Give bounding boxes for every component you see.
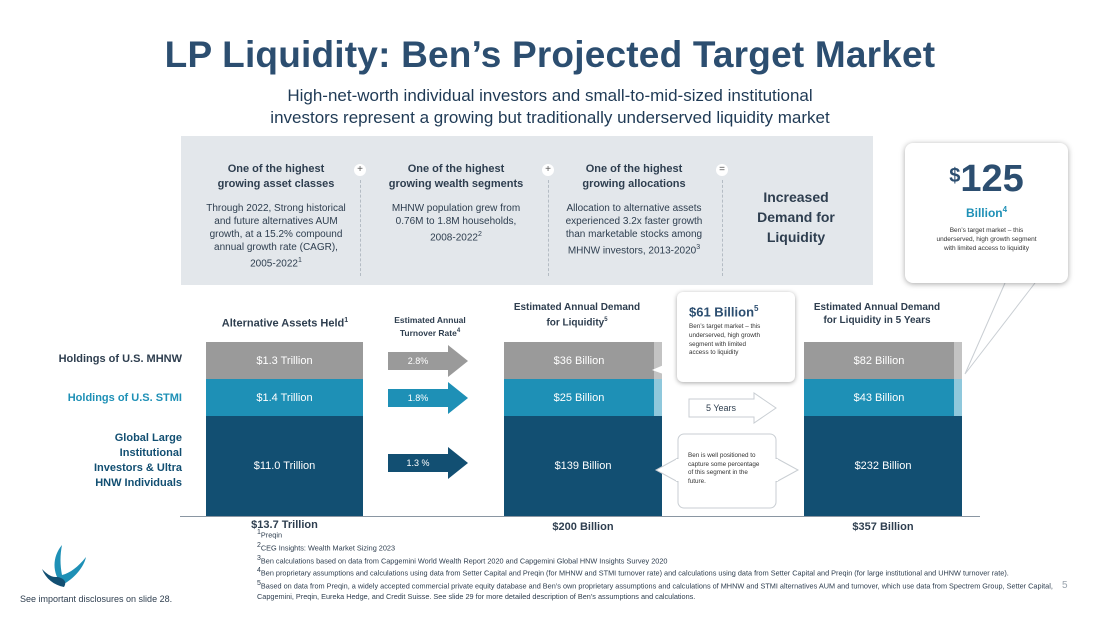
footnotes: 1Preqin 2CEG Insights: Wealth Market Siz… bbox=[257, 528, 1057, 603]
page-title: LP Liquidity: Ben’s Projected Target Mar… bbox=[164, 34, 936, 75]
bar-demand5-mhnw-target bbox=[954, 342, 962, 379]
callout-global-shape bbox=[654, 433, 800, 509]
turnover-mhnw: 2.8% bbox=[407, 356, 429, 366]
bar-demand5-global: $232 Billion bbox=[804, 416, 962, 516]
arrow-global-icon bbox=[388, 447, 468, 479]
target-market-unit: Billion4 bbox=[965, 205, 1008, 220]
equals-icon: = bbox=[716, 164, 728, 176]
callout-61-title: $61 Billion5 bbox=[689, 304, 759, 320]
bar-demand-global: $139 Billion bbox=[504, 416, 662, 516]
bar-demand-stmi-target bbox=[654, 379, 662, 416]
footnote: 5Based on data from Preqin, a widely acc… bbox=[257, 580, 1053, 602]
driver-body: Through 2022, Strong historical and futur… bbox=[206, 203, 346, 270]
driver-wealth-segments: One of the highest growing wealth segment… bbox=[370, 162, 542, 244]
subtitle-line-2: investors represent a growing but tradit… bbox=[270, 108, 830, 127]
header-demand-5-years: Estimated Annual Demand for Liquidity in … bbox=[813, 302, 941, 326]
bar-alt-mhnw: $1.3 Trillion bbox=[206, 342, 363, 379]
five-years-arrow-icon bbox=[688, 392, 777, 424]
driver-heading: One of the highest growing allocations bbox=[582, 163, 686, 190]
footnote: 2CEG Insights: Wealth Market Sizing 2023 bbox=[257, 541, 396, 553]
bar-alt-global: $11.0 Trillion bbox=[206, 416, 363, 516]
turnover-stmi: 1.8% bbox=[407, 393, 429, 403]
plus-icon: + bbox=[354, 164, 366, 176]
row-label-global: Global Large Institutional Investors & Ul… bbox=[93, 432, 182, 489]
bar-alt-stmi: $1.4 Trillion bbox=[206, 379, 363, 416]
target-market-callout: $125 Billion4 Ben’s target market – this… bbox=[905, 143, 1068, 283]
driver-heading: One of the highest growing asset classes bbox=[217, 163, 335, 190]
bar-demand5-stmi: $43 Billion bbox=[804, 379, 954, 416]
bar-demand-stmi: $25 Billion bbox=[504, 379, 654, 416]
subtitle-line-1: High-net-worth individual investors and … bbox=[287, 86, 813, 105]
arrow-mhnw-icon bbox=[388, 345, 468, 377]
divider bbox=[548, 180, 549, 276]
target-market-value: $125 bbox=[949, 158, 1024, 200]
driver-body: Allocation to alternative assets experien… bbox=[565, 203, 703, 257]
turnover-global: 1.3 % bbox=[406, 458, 430, 468]
target-market-desc: Ben’s target market – this underserved, h… bbox=[936, 227, 1037, 252]
arrow-stmi-icon bbox=[388, 382, 468, 414]
total-demand-5-years: $357 Billion bbox=[852, 521, 914, 533]
divider bbox=[360, 180, 361, 276]
driver-body: MHNW population grew from 0.76M to 1.8M h… bbox=[391, 203, 521, 244]
company-logo bbox=[42, 545, 86, 587]
total-demand: $200 Billion bbox=[552, 521, 614, 533]
driver-heading: One of the highest growing wealth segment… bbox=[388, 163, 524, 190]
divider bbox=[722, 180, 723, 276]
total-alt-assets: $13.7 Trillion bbox=[251, 519, 318, 531]
bar-demand5-mhnw: $82 Billion bbox=[804, 342, 954, 379]
callout-61-desc: Ben’s target market – this underserved, h… bbox=[689, 323, 761, 357]
row-label-stmi: Holdings of U.S. STMI bbox=[67, 392, 182, 404]
page-number: 5 bbox=[1062, 580, 1068, 591]
bar-demand5-stmi-target bbox=[954, 379, 962, 416]
bar-demand-mhnw: $36 Billion bbox=[504, 342, 654, 379]
footnote: 1Preqin bbox=[257, 529, 282, 540]
drivers-panel bbox=[181, 136, 873, 285]
callout61-pointer bbox=[652, 358, 680, 380]
header-alt-assets: Alternative Assets Held1 bbox=[221, 317, 349, 330]
plus-icon: + bbox=[542, 164, 554, 176]
driver-allocations: One of the highest growing allocations Al… bbox=[552, 162, 716, 257]
footnote: 4Ben proprietary assumptions and calcula… bbox=[257, 567, 1009, 578]
bar-demand-mhnw-target bbox=[654, 342, 662, 379]
five-years-label: 5 Years bbox=[705, 403, 737, 413]
header-demand: Estimated Annual Demand for Liquidity5 bbox=[513, 302, 641, 329]
footnote: 3Ben calculations based on data from Cap… bbox=[257, 554, 668, 566]
header-turnover: Estimated Annual Turnover Rate4 bbox=[394, 315, 466, 338]
driver-asset-classes: One of the highest growing asset classes … bbox=[191, 162, 361, 270]
disclosure-note: See important disclosures on slide 28. bbox=[20, 594, 173, 604]
callout-global-text: Ben is well positioned to capture some pe… bbox=[688, 452, 760, 485]
baseline bbox=[180, 516, 980, 517]
increased-demand-label: Increased Demand for Liquidity bbox=[757, 189, 835, 245]
page-subtitle: High-net-worth individual investors and … bbox=[0, 85, 1100, 129]
row-label-mhnw: Holdings of U.S. MHNW bbox=[58, 353, 182, 365]
callout-61-billion: $61 Billion5 Ben’s target market – this u… bbox=[677, 292, 795, 382]
